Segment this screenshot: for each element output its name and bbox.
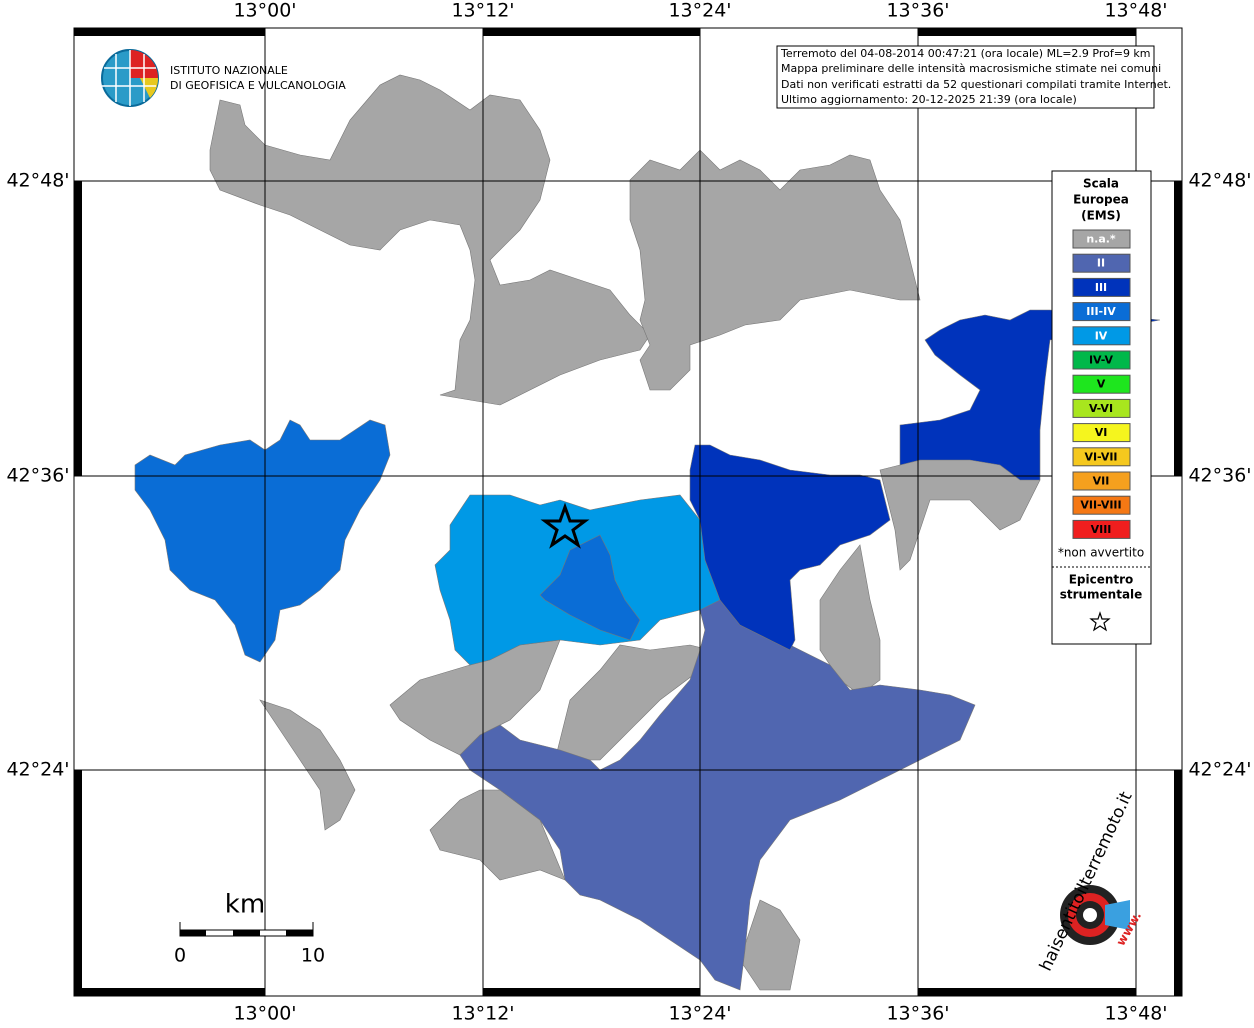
lon-label: 13°36'	[886, 1003, 949, 1025]
legend-title: Europea	[1073, 193, 1129, 207]
logo-text: ISTITUTO NAZIONALE	[170, 64, 288, 77]
legend-label: IV	[1095, 329, 1108, 342]
legend-swatch	[1072, 447, 1131, 467]
scale-label: 0	[174, 945, 186, 967]
regions	[134, 74, 1161, 991]
legend-label: VI	[1095, 426, 1108, 439]
legend-swatch	[1072, 253, 1131, 273]
legend-label: VII	[1093, 475, 1110, 488]
legend-title: (EMS)	[1081, 209, 1121, 223]
legend-epicenter: strumentale	[1060, 588, 1143, 602]
legend-label: V	[1097, 378, 1106, 391]
lat-label: 42°24'	[1188, 759, 1251, 781]
lat-label: 42°48'	[6, 170, 69, 192]
frame	[73, 27, 1183, 997]
lon-label: 13°00'	[233, 0, 296, 22]
legend-label: III	[1095, 281, 1107, 294]
legend-label: VII-VIII	[1080, 499, 1121, 512]
legend-swatch	[1072, 374, 1131, 394]
lat-label: 42°48'	[1188, 170, 1251, 192]
scale-label: 10	[301, 945, 325, 967]
lon-label: 13°48'	[1104, 1003, 1167, 1025]
lon-label: 13°24'	[668, 0, 731, 22]
lon-label: 13°12'	[451, 0, 514, 22]
legend-note: *non avvertito	[1058, 546, 1144, 560]
info-line: Dati non verificati estratti da 52 quest…	[781, 78, 1171, 91]
legend-label: II	[1097, 257, 1105, 270]
legend-swatch	[1072, 471, 1131, 491]
legend-swatch	[1072, 302, 1131, 322]
axis-labels: 13°00' 13°12' 13°24' 13°36' 13°48' 13°00…	[6, 0, 1251, 1025]
region	[899, 309, 1161, 481]
legend-swatch	[1072, 326, 1131, 346]
lat-label: 42°36'	[1188, 465, 1251, 487]
region	[209, 74, 651, 406]
legend-swatch	[1072, 229, 1131, 249]
legend-epicenter: Epicentro	[1069, 573, 1134, 587]
region	[259, 699, 356, 831]
scale-bar: km 0 10	[174, 890, 325, 967]
info-box: Terremoto del 04-08-2014 00:47:21 (ora l…	[776, 45, 1171, 109]
legend-swatch	[1072, 277, 1131, 297]
legend-label: n.a.*	[1086, 233, 1116, 246]
legend-star	[1089, 611, 1111, 632]
region	[459, 579, 976, 991]
lon-label: 13°12'	[451, 1003, 514, 1025]
legend-label: VI-VII	[1084, 450, 1117, 463]
legend-swatch	[1072, 350, 1131, 370]
lon-label: 13°24'	[668, 1003, 731, 1025]
region	[629, 149, 921, 391]
legend-label: VIII	[1091, 523, 1112, 536]
info-line: Ultimo aggiornamento: 20-12-2025 21:39 (…	[781, 93, 1077, 106]
legend-swatch	[1072, 398, 1131, 418]
lat-label: 42°24'	[6, 759, 69, 781]
legend-swatch	[1072, 423, 1131, 443]
logo-text: DI GEOFISICA E VULCANOLOGIA	[170, 79, 346, 92]
region	[134, 419, 391, 663]
info-line: Mappa preliminare delle intensità macros…	[781, 62, 1161, 75]
lon-label: 13°36'	[886, 0, 949, 22]
region	[539, 534, 641, 641]
legend-label: IV-V	[1089, 354, 1114, 367]
legend: *non avvertito Epicentro strumentale Sca…	[1051, 170, 1152, 645]
lon-label: 13°00'	[233, 1003, 296, 1025]
info-line: Terremoto del 04-08-2014 00:47:21 (ora l…	[780, 47, 1151, 60]
region	[739, 899, 801, 991]
legend-swatch	[1072, 519, 1131, 539]
region	[389, 639, 561, 756]
legend-label: III-IV	[1086, 305, 1116, 318]
legend-swatch	[1072, 495, 1131, 515]
scale-unit: km	[225, 890, 265, 920]
legend-title: Scala	[1083, 177, 1119, 191]
legend-label: V-VI	[1089, 402, 1113, 415]
lon-label: 13°48'	[1104, 0, 1167, 22]
epicenter	[540, 502, 590, 549]
region	[689, 444, 891, 651]
ingv-logo: ISTITUTO NAZIONALE DI GEOFISICA E VULCAN…	[101, 49, 346, 107]
lat-label: 42°36'	[6, 465, 69, 487]
